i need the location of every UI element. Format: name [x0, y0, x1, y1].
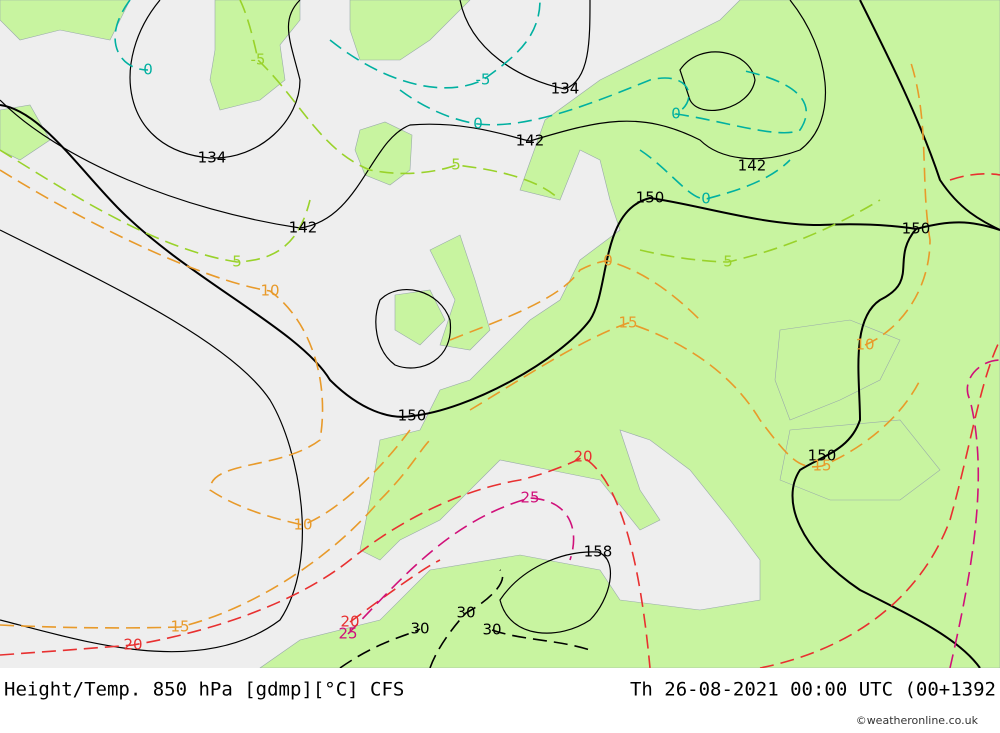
- caption-strip: [0, 668, 1000, 733]
- land: [0, 0, 1000, 669]
- contour-label: 15: [618, 314, 637, 332]
- contour-label: 30: [482, 621, 501, 639]
- contour-label: 142: [738, 157, 767, 175]
- contour-label: 30: [456, 604, 475, 622]
- contour-label: 134: [198, 149, 227, 167]
- contour-label: 10: [293, 516, 312, 534]
- caption: Height/Temp. 850 hPa [gdmp][°C] CFS: [4, 679, 404, 701]
- credit: ©weatheronline.co.uk: [856, 714, 979, 727]
- contour-label: 30: [410, 620, 429, 638]
- height-contours: [0, 0, 1000, 669]
- contour-label: 25: [338, 625, 357, 643]
- contour-label: 20: [340, 613, 359, 631]
- valid-time: Th 26-08-2021 00:00 UTC (00+1392: [630, 679, 996, 701]
- contour-label: 20: [123, 636, 142, 654]
- contour-label: 0: [671, 105, 681, 123]
- contour-label: 5: [451, 156, 461, 174]
- temperature-contours: [0, 0, 1000, 669]
- contour-label: 150: [808, 447, 837, 465]
- contour-label: 15: [170, 618, 189, 636]
- contour-label: 0: [143, 61, 153, 79]
- contour-labels: 134142142134142150150150150158-50-505005…: [123, 51, 930, 654]
- contour-label: 150: [902, 220, 931, 238]
- contour-label: -5: [476, 71, 491, 89]
- contour-label: 150: [398, 407, 427, 425]
- contour-label: 0: [603, 252, 613, 270]
- contour-label: 0: [701, 190, 711, 208]
- contour-label: 10: [855, 336, 874, 354]
- contour-label: 15: [812, 457, 831, 475]
- contour-label: 25: [520, 489, 539, 507]
- contour-label: 150: [636, 189, 665, 207]
- contour-label: 142: [289, 219, 318, 237]
- contour-label: 0: [473, 115, 483, 133]
- contour-label: 142: [516, 132, 545, 150]
- contour-label: 134: [551, 80, 580, 98]
- contour-label: 5: [232, 253, 242, 271]
- contour-label: 158: [584, 543, 613, 561]
- contour-label: 5: [723, 253, 733, 271]
- contour-label: 20: [573, 448, 592, 466]
- contour-label: -5: [251, 51, 266, 69]
- contour-label: 10: [260, 282, 279, 300]
